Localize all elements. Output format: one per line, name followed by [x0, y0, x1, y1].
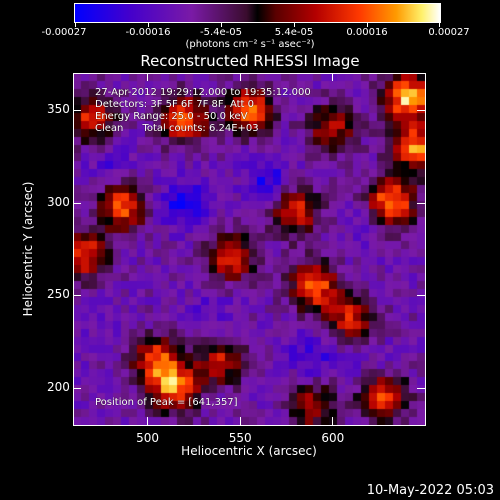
colorbar-tick-label: -5.4e-05 [200, 27, 242, 38]
y-axis-tick [73, 202, 81, 204]
y-tick-label: 200 [47, 379, 70, 394]
heatmap-image [73, 73, 425, 425]
colorbar-tick [75, 22, 76, 27]
y-axis-label: Heliocentric Y (arcsec) [21, 181, 35, 317]
colorbar-tick [439, 22, 440, 27]
y-axis-tick [73, 295, 81, 297]
y-axis-tick [417, 295, 425, 297]
x-axis-label: Heliocentric X (arcsec) [181, 444, 317, 458]
x-tick-label: 550 [228, 431, 252, 445]
colorbar-tick-label: 0.00027 [428, 27, 470, 38]
y-axis-tick [417, 202, 425, 204]
x-tick-label: 500 [136, 431, 159, 445]
energy-range-text: Energy Range: 25.0 - 50.0 keV [95, 111, 248, 122]
footer-date: 10-May-2022 05:03 [366, 483, 494, 498]
x-axis-tick [332, 417, 334, 425]
x-axis-tick [332, 73, 334, 81]
x-axis-tick [147, 417, 149, 425]
colorbar-gradient [74, 3, 441, 23]
detectors-text: Detectors: 3F 5F 6F 7F 8F, Att 0 [95, 99, 255, 110]
colorbar-tick [294, 22, 295, 27]
y-axis-tick [417, 110, 425, 112]
colorbar-tick-label: -0.00016 [125, 27, 171, 38]
y-tick-label: 300 [47, 194, 70, 209]
colorbar-unit-label: (photons cm⁻² s⁻¹ asec⁻²) [185, 39, 315, 50]
colorbar-tick-label: -0.00027 [41, 27, 87, 38]
colorbar-tick [367, 22, 368, 27]
x-tick-label: 600 [321, 431, 345, 445]
clean-counts-text: Clean Total counts: 6.24E+03 [95, 123, 259, 134]
x-axis-tick [147, 73, 149, 81]
colorbar-tick-label: 0.00016 [346, 27, 388, 38]
y-tick-label: 250 [47, 287, 70, 302]
peak-position-text: Position of Peak = [641,357] [95, 397, 238, 408]
x-axis-tick [239, 417, 241, 425]
colorbar-tick [148, 22, 149, 27]
y-axis-tick [73, 110, 81, 112]
chart-title: Reconstructed RHESSI Image [140, 52, 360, 70]
heatmap-plot-area [73, 73, 425, 425]
time-range-text: 27-Apr-2012 19:29:12.000 to 19:35:12.000 [95, 87, 311, 98]
colorbar-tick [221, 22, 222, 27]
y-axis-tick [417, 387, 425, 389]
y-axis-tick [73, 387, 81, 389]
y-tick-label: 350 [47, 102, 70, 117]
colorbar-tick-label: 5.4e-05 [274, 27, 314, 38]
x-axis-tick [239, 73, 241, 81]
